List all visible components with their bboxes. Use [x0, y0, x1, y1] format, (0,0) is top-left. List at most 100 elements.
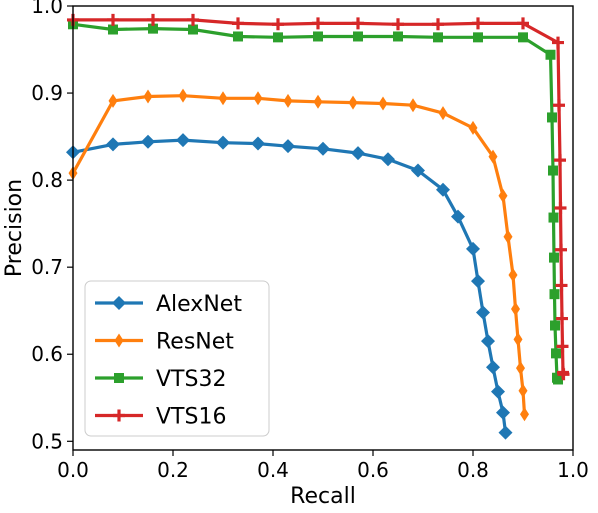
vts16-point: [553, 99, 565, 112]
alexnet-point: [411, 163, 425, 178]
resnet-point: [520, 407, 529, 422]
vts32-line: [72, 22, 560, 381]
vts16-point: [272, 18, 284, 31]
alexnet-point: [481, 334, 495, 349]
alexnet-point: [381, 152, 395, 167]
vts16-point: [555, 243, 567, 256]
vts16-point: [517, 17, 529, 30]
vts16-point: [554, 201, 567, 214]
y-axis-title: Precision: [2, 179, 27, 277]
legend-swatch-marker: [114, 373, 124, 383]
series-layer: [66, 13, 570, 440]
series-vts32: [68, 19, 563, 385]
vts32-point: [545, 49, 556, 60]
vts16-point: [432, 18, 444, 31]
resnet-point: [143, 89, 153, 104]
resnet-point: [218, 91, 228, 106]
series-alexnet: [66, 133, 513, 440]
vts16-point: [392, 18, 404, 31]
alexnet-point: [451, 209, 465, 224]
resnet-point: [178, 88, 188, 103]
legend-label: ResNet: [156, 330, 234, 355]
series-resnet: [68, 88, 529, 422]
y-tick-label: 0.7: [31, 255, 63, 279]
alexnet-point: [466, 241, 480, 256]
vts32-point: [148, 23, 158, 34]
vts16-point: [554, 154, 566, 167]
vts32-point: [553, 374, 563, 385]
vts16-point: [555, 279, 568, 292]
vts32-point: [313, 31, 323, 42]
legend-entry-vts32: VTS32: [95, 367, 226, 392]
vts32-point: [108, 24, 118, 35]
legend-swatch-marker: [112, 296, 126, 310]
vts32-point: [393, 31, 403, 42]
resnet-point: [508, 268, 518, 283]
alexnet-point: [251, 136, 265, 151]
x-tick-label: 1.0: [557, 458, 589, 482]
y-tick-label: 0.9: [31, 81, 63, 105]
vts32-point: [188, 24, 198, 35]
resnet-point: [283, 93, 293, 108]
vts32-point: [273, 32, 283, 43]
x-axis-ticks: 0.0 0.2 0.4 0.6 0.8 1.0: [57, 450, 589, 482]
vts16-point: [352, 17, 364, 30]
vts16-point: [312, 17, 324, 30]
legend: AlexNet ResNet VTS32 VTS16: [84, 280, 270, 437]
legend-entry-resnet: ResNet: [95, 330, 234, 355]
vts32-point: [233, 31, 243, 42]
alexnet-point: [141, 134, 155, 149]
alexnet-point: [316, 141, 330, 156]
resnet-line: [71, 94, 527, 415]
alexnet-point: [476, 305, 490, 320]
vts16-point: [107, 13, 119, 26]
alexnet-point: [351, 146, 365, 161]
alexnet-point: [281, 139, 295, 154]
legend-label: VTS16: [156, 405, 226, 430]
alexnet-point: [498, 425, 513, 440]
resnet-point: [511, 301, 520, 316]
legend-swatch-marker: [113, 409, 125, 422]
x-tick-label: 0.8: [457, 458, 489, 482]
y-tick-label: 0.5: [31, 429, 63, 453]
resnet-point: [313, 94, 323, 109]
vts16-point: [552, 36, 564, 49]
vts32-point: [353, 31, 363, 42]
alexnet-point: [491, 384, 505, 399]
alexnet-point: [436, 182, 450, 197]
vts16-point: [472, 17, 484, 30]
vts16-point: [147, 13, 159, 26]
vts32-point: [547, 112, 557, 123]
vts32-point: [550, 320, 560, 331]
legend-label: VTS32: [156, 367, 226, 392]
vts32-point: [433, 32, 443, 43]
vts32-point: [549, 252, 559, 263]
x-tick-label: 0.6: [357, 458, 389, 482]
vts16-point: [187, 13, 199, 26]
alexnet-point: [471, 274, 485, 289]
alexnet-point: [216, 135, 230, 150]
vts16-point: [556, 340, 569, 353]
resnet-point: [498, 188, 508, 203]
resnet-point: [488, 149, 498, 164]
legend-entry-vts16: VTS16: [95, 405, 226, 430]
resnet-point: [513, 332, 523, 347]
y-axis-ticks: 0.5 0.6 0.7 0.8 0.9 1.0: [31, 0, 73, 453]
vts32-point: [549, 289, 560, 300]
vts16-point: [556, 312, 568, 325]
vts32-point: [548, 212, 559, 223]
legend-entry-alexnet: AlexNet: [95, 292, 242, 317]
vts32-point: [551, 348, 561, 359]
x-axis-title: Recall: [290, 484, 356, 509]
alexnet-point: [486, 360, 500, 375]
vts32-point: [473, 32, 483, 43]
alexnet-point: [106, 137, 120, 152]
alexnet-point: [176, 133, 190, 148]
vts16-point: [232, 17, 244, 30]
resnet-point: [518, 383, 528, 398]
legend-box: [84, 280, 270, 437]
legend-label: AlexNet: [156, 292, 242, 317]
resnet-point: [438, 106, 448, 121]
y-tick-label: 1.0: [31, 0, 63, 18]
